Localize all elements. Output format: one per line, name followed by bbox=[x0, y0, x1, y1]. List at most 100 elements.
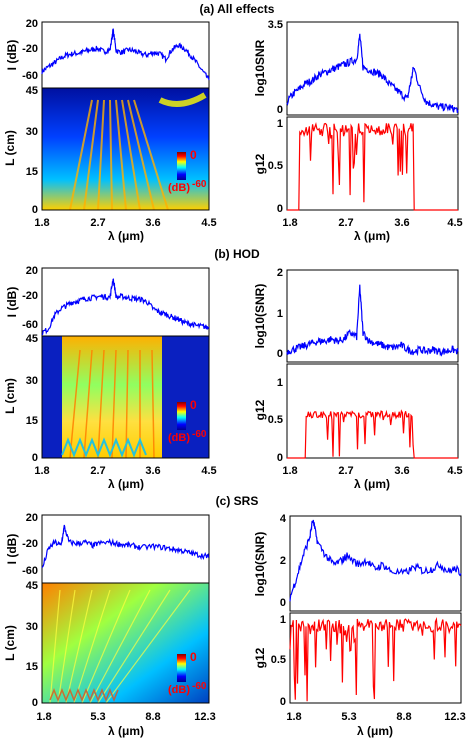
row-c-heatmap-frame bbox=[41, 582, 210, 704]
row-b-colorbar-max-label: 0 bbox=[190, 398, 197, 412]
row-a-heatmap-xtick-3: 4.5 bbox=[201, 217, 216, 229]
row-c-colorbar-max-label: 0 bbox=[190, 650, 197, 664]
row-a-spectrum-ytick-0: 20 bbox=[26, 18, 38, 30]
row-b-heatmap-frame bbox=[41, 335, 210, 459]
row-c-g12-series bbox=[289, 617, 462, 702]
row-b-spectrum-series bbox=[41, 278, 210, 336]
row-b-heatmap-xlabel: λ (μm) bbox=[108, 477, 144, 491]
row-c-g12-plot: g12 1 0.5 0 1.8 5.3 8.8 12.3 λ (μm) bbox=[253, 612, 466, 738]
row-c-heatmap-ytick-1: 30 bbox=[26, 621, 38, 633]
row-c-spectrum-ytick-1: -20 bbox=[22, 538, 38, 550]
row-c-snr-plot: log10(SNR) 4 2 0 bbox=[253, 513, 462, 612]
row-c-heatmap-ytick-2: 15 bbox=[26, 661, 38, 673]
row-a-heatmap-xtick-0: 1.8 bbox=[34, 217, 49, 229]
row-a-g12-xtick-2: 3.6 bbox=[394, 217, 409, 229]
row-b-title: (b) HOD bbox=[214, 247, 260, 261]
row-b-spectrum-plot: I (dB) 20 -20 -60 bbox=[5, 265, 210, 337]
row-a-snr-ytick-0: 3.5 bbox=[268, 19, 283, 31]
row-a-heatmap-xlabel: λ (μm) bbox=[108, 229, 144, 243]
row-b-colorbar-min-label: -60 bbox=[192, 429, 207, 440]
row-c-title: (c) SRS bbox=[216, 494, 259, 508]
row-b-heatmap-xtick-3: 4.5 bbox=[201, 465, 216, 477]
row-a-g12-xtick-0: 1.8 bbox=[282, 217, 297, 229]
row-c-heatmap-xtick-0: 1.8 bbox=[36, 711, 51, 723]
row-c-heatmap-xtick-2: 8.8 bbox=[145, 711, 160, 723]
row-c-heatmap-ylabel: L (cm) bbox=[3, 625, 17, 661]
row-a-colorbar-unit: (dB) bbox=[168, 182, 190, 194]
row-a-heatmap-ytick-3: 0 bbox=[32, 204, 38, 216]
row-a-colorbar: 0 (dB) -60 bbox=[168, 148, 207, 194]
row-c-heatmap-ytick-0: 45 bbox=[26, 580, 38, 592]
row-c-snr-series bbox=[289, 519, 462, 602]
row-c-heatmap-ytick-3: 0 bbox=[32, 697, 38, 709]
row-a-heatmap-image bbox=[42, 88, 209, 210]
row-a-heatmap-xtick-2: 3.6 bbox=[145, 217, 160, 229]
row-b-spectrum-ytick-2: -60 bbox=[22, 319, 38, 331]
row-c-snr-ytick-0: 4 bbox=[280, 513, 287, 525]
row-b-snr-series bbox=[286, 284, 459, 357]
row-c-g12-ytick-0: 1 bbox=[280, 614, 286, 626]
row-c-spectrum-ytick-2: -60 bbox=[22, 565, 38, 577]
row-a-snr-ylabel: log10SNR bbox=[253, 39, 267, 96]
row-c-g12-xtick-1: 5.3 bbox=[341, 711, 356, 723]
row-c-heatmap-xlabel: λ (μm) bbox=[108, 724, 144, 738]
row-b-snr-plot: log10(SNR) 2 1 0 bbox=[253, 267, 459, 363]
row-b-g12-xlabel: λ (μm) bbox=[354, 477, 390, 491]
row-a-heatmap-ytick-1: 30 bbox=[26, 126, 38, 138]
row-c-colorbar-bar bbox=[177, 654, 186, 682]
row-a-colorbar-min-label: -60 bbox=[192, 179, 207, 190]
row-a-colorbar-bar bbox=[177, 152, 186, 180]
row-c: (c) SRS I (dB) 20 -20 -60 L (cm) 45 30 1… bbox=[3, 494, 466, 738]
row-a-colorbar-max-label: 0 bbox=[190, 148, 197, 162]
row-c-heatmap-xtick-1: 5.3 bbox=[90, 711, 105, 723]
row-a-spectrum-ylabel: I (dB) bbox=[5, 40, 19, 71]
row-a-g12-ytick-1: 0.5 bbox=[268, 160, 283, 172]
row-a-spectrum-series bbox=[41, 27, 210, 81]
row-a-spectrum-plot: I (dB) 20 -20 -60 bbox=[5, 18, 210, 89]
row-c-heatmap-xtick-3: 12.3 bbox=[194, 711, 215, 723]
row-b-heatmap-xtick-0: 1.8 bbox=[34, 465, 49, 477]
row-c-snr-ytick-1: 2 bbox=[280, 555, 286, 567]
row-a-g12-xlabel: λ (μm) bbox=[354, 229, 390, 243]
row-a-spectrum-ytick-2: -60 bbox=[22, 70, 38, 82]
row-b-heatmap-ylabel: L (cm) bbox=[3, 378, 17, 414]
row-b-g12-ytick-2: 0 bbox=[277, 452, 283, 464]
row-c-spectrum-ylabel: I (dB) bbox=[5, 534, 19, 565]
row-a-heatmap-fringes bbox=[69, 92, 207, 211]
row-b-g12-ylabel: g12 bbox=[253, 399, 267, 420]
row-c-snr-ylabel: log10(SNR) bbox=[253, 532, 267, 597]
row-b-colorbar: 0 (dB) -60 bbox=[168, 398, 207, 444]
row-c-spectrum-plot: I (dB) 20 -20 -60 bbox=[5, 512, 210, 584]
row-a-heatmap: L (cm) 45 30 15 0 1.8 2.7 3.6 4.5 λ (μm)… bbox=[3, 85, 217, 243]
row-c-colorbar-min-label: -60 bbox=[192, 681, 207, 692]
row-c-spectrum-frame bbox=[41, 514, 210, 584]
row-c-g12-xtick-0: 1.8 bbox=[286, 711, 301, 723]
row-b: (b) HOD I (dB) 20 -20 -60 L (cm) 45 30 1… bbox=[3, 247, 463, 491]
row-a-title: (a) All effects bbox=[200, 2, 275, 16]
row-a-g12-xtick-1: 2.7 bbox=[338, 217, 353, 229]
row-c-g12-xtick-3: 12.3 bbox=[444, 711, 465, 723]
row-b-g12-xtick-3: 4.5 bbox=[447, 465, 462, 477]
row-a-g12-ytick-2: 0 bbox=[277, 203, 283, 215]
row-a-heatmap-ytick-0: 45 bbox=[26, 85, 38, 97]
row-b-heatmap-ytick-3: 0 bbox=[32, 452, 38, 464]
row-a-heatmap-frame bbox=[41, 87, 210, 211]
row-c-snr-ytick-2: 0 bbox=[280, 597, 286, 609]
row-a-snr-series bbox=[286, 33, 459, 114]
row-b-colorbar-unit: (dB) bbox=[168, 432, 190, 444]
row-b-snr-ytick-0: 2 bbox=[277, 267, 283, 279]
row-c-colorbar-unit: (dB) bbox=[168, 684, 190, 696]
row-b-heatmap-ytick-2: 15 bbox=[26, 415, 38, 427]
row-b-spectrum-ytick-0: 20 bbox=[26, 265, 38, 277]
row-a-snr-plot: log10SNR 3.5 0 bbox=[253, 19, 459, 116]
row-c-g12-ylabel: g12 bbox=[253, 647, 267, 668]
row-b-heatmap-fringes bbox=[61, 349, 155, 459]
row-b-g12-xtick-1: 2.7 bbox=[338, 465, 353, 477]
row-a-heatmap-ytick-2: 15 bbox=[26, 166, 38, 178]
row-c-colorbar: 0 (dB) -60 bbox=[168, 650, 207, 696]
row-c-snr-frame bbox=[289, 515, 462, 612]
row-a-g12-ytick-0: 1 bbox=[277, 118, 283, 130]
row-b-heatmap-xtick-1: 2.7 bbox=[90, 465, 105, 477]
row-a-spectrum-frame bbox=[41, 21, 210, 89]
